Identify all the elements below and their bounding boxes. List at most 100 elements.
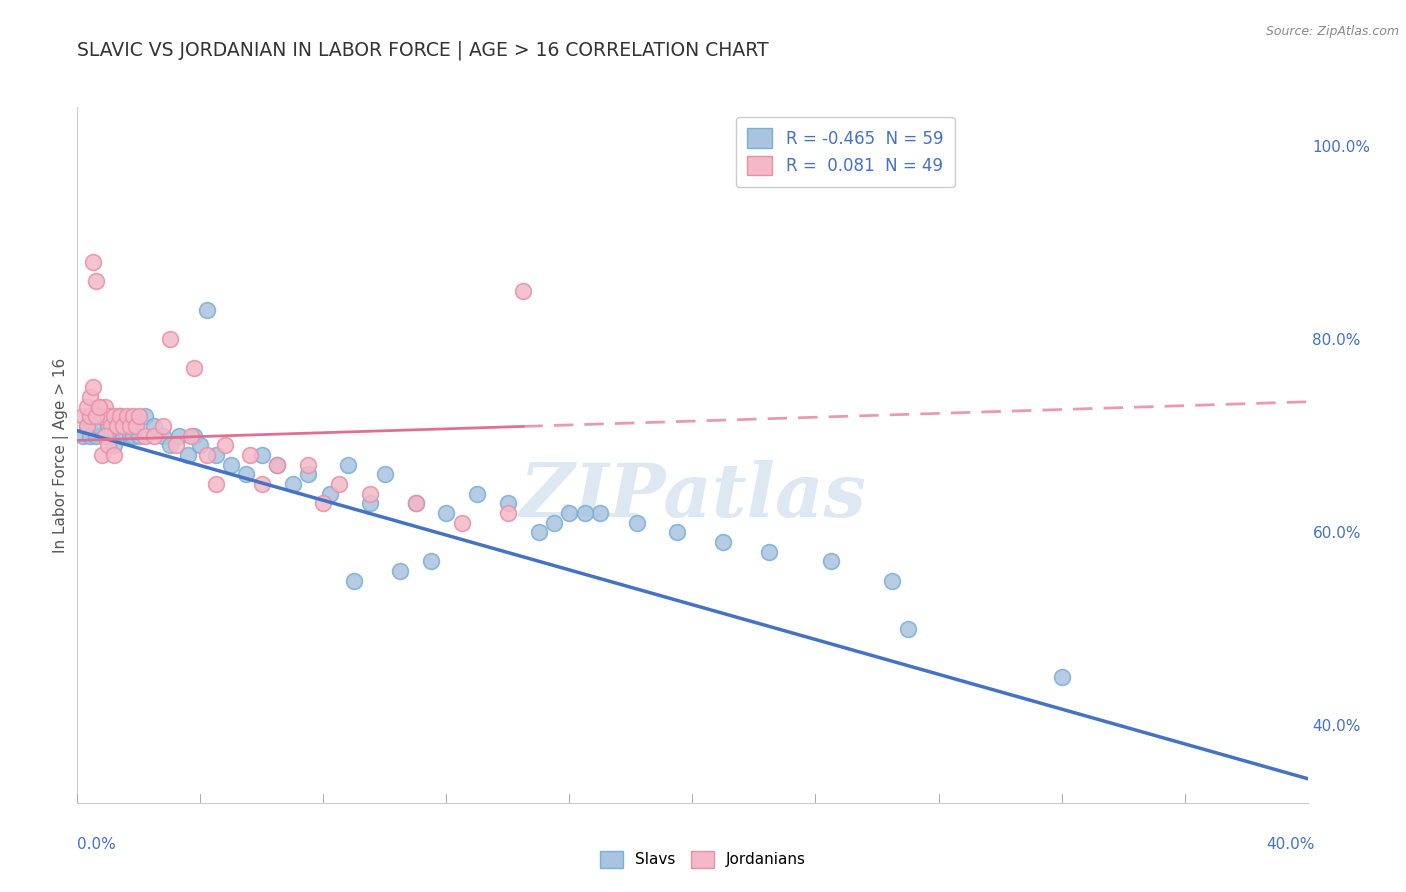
Point <box>121 428 143 442</box>
Point <box>72 428 94 442</box>
Point <box>94 428 117 442</box>
Point <box>159 332 181 346</box>
Point <box>121 409 143 424</box>
Point <box>343 574 366 588</box>
Point <box>112 428 135 442</box>
Point <box>79 428 101 442</box>
Point <box>266 458 288 472</box>
Point <box>312 496 335 510</box>
Point <box>103 438 125 452</box>
Point <box>100 428 122 442</box>
Point <box>115 419 138 434</box>
Point <box>90 409 114 424</box>
Point <box>558 506 581 520</box>
Point <box>318 486 340 500</box>
Point <box>266 458 288 472</box>
Point <box>820 554 842 568</box>
Point <box>82 254 104 268</box>
Point <box>297 467 319 482</box>
Point <box>420 554 443 568</box>
Point <box>450 516 472 530</box>
Point <box>82 380 104 394</box>
Point <box>281 476 304 491</box>
Point <box>87 400 110 414</box>
Point <box>359 496 381 510</box>
Point <box>159 438 181 452</box>
Point <box>76 400 98 414</box>
Point <box>125 419 148 434</box>
Point <box>219 458 242 472</box>
Text: 0.0%: 0.0% <box>77 838 117 852</box>
Point <box>897 622 920 636</box>
Point <box>82 409 104 424</box>
Point <box>97 409 120 424</box>
Y-axis label: In Labor Force | Age > 16: In Labor Force | Age > 16 <box>53 358 69 552</box>
Point <box>297 458 319 472</box>
Point <box>758 544 780 558</box>
Point <box>87 400 110 414</box>
Point <box>239 448 262 462</box>
Point <box>76 419 98 434</box>
Point <box>496 496 519 510</box>
Point <box>103 448 125 462</box>
Point <box>214 438 236 452</box>
Point <box>204 476 226 491</box>
Point <box>188 438 212 452</box>
Point <box>90 409 114 424</box>
Point <box>328 476 350 491</box>
Point <box>195 448 218 462</box>
Point <box>110 409 132 424</box>
Point <box>183 428 205 442</box>
Point <box>72 409 94 424</box>
Point <box>183 361 205 376</box>
Text: ZIPatlas: ZIPatlas <box>519 460 866 533</box>
Point <box>105 419 128 434</box>
Point <box>94 400 117 414</box>
Point <box>589 506 612 520</box>
Point <box>112 419 135 434</box>
Point <box>666 525 689 540</box>
Point <box>626 516 648 530</box>
Point <box>389 564 412 578</box>
Point <box>405 496 427 510</box>
Point <box>76 419 98 434</box>
Point <box>103 409 125 424</box>
Point <box>405 496 427 510</box>
Point <box>90 448 114 462</box>
Point <box>134 428 156 442</box>
Text: 40.0%: 40.0% <box>1267 838 1315 852</box>
Point <box>115 409 138 424</box>
Point <box>118 419 141 434</box>
Legend: Slavs, Jordanians: Slavs, Jordanians <box>593 845 813 873</box>
Point <box>527 525 550 540</box>
Point <box>100 419 122 434</box>
Point <box>128 409 150 424</box>
Point <box>165 438 187 452</box>
Point <box>110 409 132 424</box>
Point <box>94 428 117 442</box>
Text: SLAVIC VS JORDANIAN IN LABOR FORCE | AGE > 16 CORRELATION CHART: SLAVIC VS JORDANIAN IN LABOR FORCE | AGE… <box>77 40 769 60</box>
Point <box>543 516 565 530</box>
Point <box>152 428 174 442</box>
Point <box>177 448 200 462</box>
Point <box>134 409 156 424</box>
Point <box>125 419 148 434</box>
Point <box>882 574 904 588</box>
Point <box>337 458 360 472</box>
Point <box>250 476 273 491</box>
Point <box>105 419 128 434</box>
Point <box>496 506 519 520</box>
Point <box>152 419 174 434</box>
Point <box>84 409 107 424</box>
Point <box>204 448 226 462</box>
Point <box>574 506 596 520</box>
Point <box>1050 670 1073 684</box>
Point <box>512 284 534 298</box>
Point <box>143 419 166 434</box>
Point <box>711 535 734 549</box>
Point <box>118 428 141 442</box>
Text: Source: ZipAtlas.com: Source: ZipAtlas.com <box>1265 25 1399 38</box>
Point <box>195 303 218 318</box>
Point <box>250 448 273 462</box>
Point <box>235 467 257 482</box>
